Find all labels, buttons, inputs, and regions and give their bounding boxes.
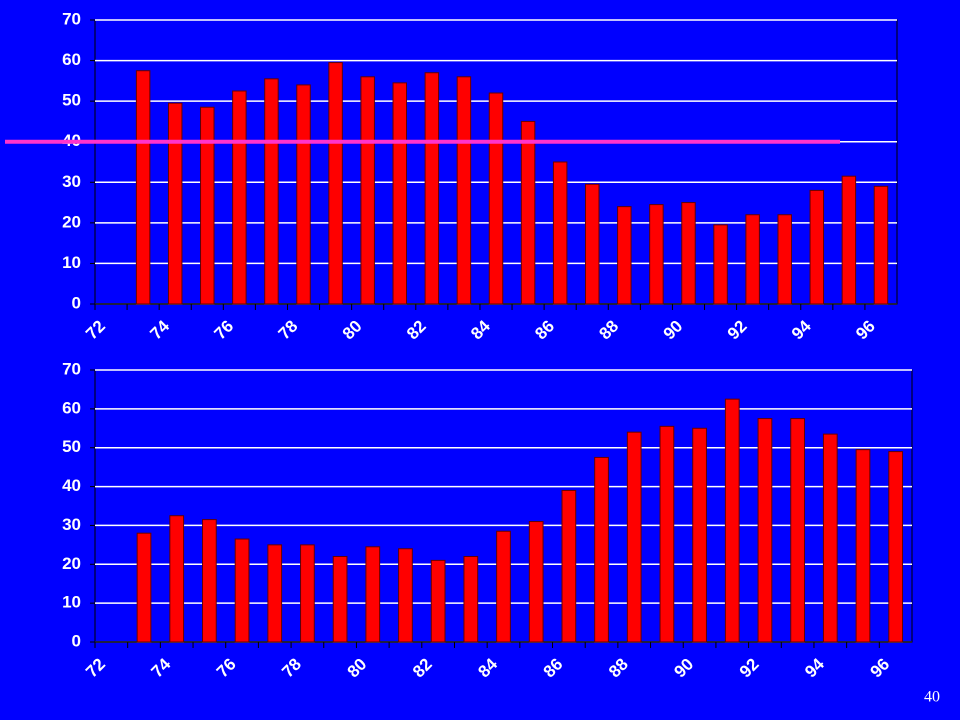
- bar: [167, 102, 183, 305]
- y-tick-label: 50: [62, 437, 81, 456]
- bar: [692, 427, 707, 643]
- bar: [520, 120, 536, 305]
- bar: [332, 556, 348, 643]
- bar: [757, 418, 773, 643]
- bar: [724, 398, 740, 643]
- bar: [809, 189, 825, 305]
- page-number: 40: [924, 689, 940, 706]
- bar: [169, 515, 185, 643]
- bar: [594, 456, 609, 643]
- bar: [888, 451, 904, 643]
- bar: [135, 70, 151, 305]
- bar: [681, 202, 696, 305]
- bar: [552, 161, 568, 305]
- y-tick-label: 70: [62, 9, 81, 28]
- bar: [202, 519, 217, 643]
- bar: [855, 449, 871, 643]
- y-tick-label: 20: [62, 212, 81, 231]
- bar: [456, 76, 472, 305]
- bar: [430, 559, 446, 643]
- bar: [649, 204, 664, 305]
- y-tick-label: 70: [62, 359, 81, 378]
- bar: [777, 214, 792, 305]
- bar: [136, 532, 152, 643]
- y-tick-label: 10: [62, 253, 81, 272]
- y-tick-label: 30: [62, 515, 81, 534]
- bar: [561, 489, 577, 643]
- y-tick-label: 40: [62, 476, 81, 495]
- bar: [463, 556, 479, 643]
- y-tick-label: 30: [62, 172, 81, 191]
- bar: [626, 431, 642, 643]
- bar: [360, 76, 375, 305]
- bar: [234, 538, 250, 643]
- y-tick-label: 60: [62, 398, 81, 417]
- bar: [200, 106, 215, 305]
- bar: [659, 425, 675, 643]
- bar: [873, 185, 889, 305]
- bar: [790, 418, 805, 643]
- bar: [528, 521, 544, 643]
- bar: [424, 72, 440, 305]
- bar: [328, 62, 343, 305]
- y-tick-label: 0: [72, 631, 81, 650]
- bar: [585, 183, 600, 305]
- y-tick-label: 50: [62, 91, 81, 110]
- bar: [267, 544, 283, 643]
- bar: [232, 90, 247, 305]
- bar: [296, 84, 311, 305]
- y-tick-label: 10: [62, 593, 81, 612]
- bar: [841, 175, 857, 305]
- bar: [392, 82, 407, 305]
- bar: [617, 206, 632, 305]
- bar: [264, 78, 279, 305]
- y-tick-label: 0: [72, 293, 81, 312]
- bar: [398, 548, 413, 643]
- bar: [713, 224, 728, 305]
- bar: [745, 214, 760, 305]
- bar: [496, 530, 511, 643]
- bar: [822, 433, 838, 643]
- bar: [300, 544, 315, 643]
- y-tick-label: 60: [62, 50, 81, 69]
- y-tick-label: 20: [62, 554, 81, 573]
- bar: [365, 546, 381, 643]
- bar: [488, 92, 504, 305]
